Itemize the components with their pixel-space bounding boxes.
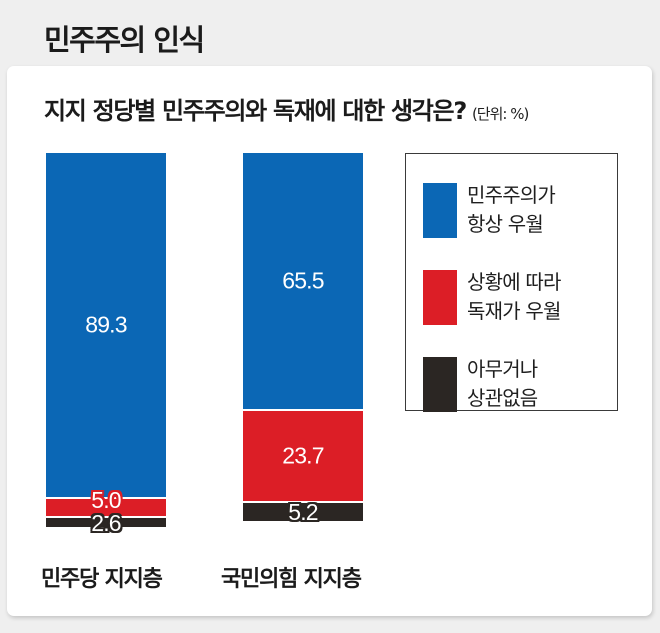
legend-item-dictatorship-superior: 상황에 따라 독재가 우월 bbox=[423, 268, 561, 326]
value-label: 5.2 bbox=[288, 499, 318, 525]
legend-swatch-blue bbox=[423, 183, 457, 238]
chart-title: 지지 정당별 민주주의와 독재에 대한 생각은? (단위: %) bbox=[44, 91, 529, 126]
segment-indifferent: 2.6 bbox=[46, 510, 166, 536]
legend-swatch-red bbox=[423, 270, 457, 325]
segment-indifferent: 5.2 bbox=[243, 499, 363, 525]
segment-dictatorship-superior: 5.0 bbox=[46, 487, 166, 516]
x-axis-label-people-power-party: 국민의힘 지지층 bbox=[221, 567, 362, 592]
legend-label-line2: 항상 우월 bbox=[467, 212, 544, 236]
value-label: 89.3 bbox=[85, 311, 127, 338]
value-label: 5.0 bbox=[91, 487, 121, 513]
legend-label-line2: 독재가 우월 bbox=[467, 299, 561, 323]
legend-label-line1: 아무거나 bbox=[467, 357, 538, 381]
legend-label-line1: 민주주의가 bbox=[467, 183, 556, 207]
x-axis-label-democratic-party: 민주당 지지층 bbox=[41, 567, 163, 592]
legend-label-line2: 상관없음 bbox=[467, 386, 538, 410]
segment-dictatorship-superior: 23.7 bbox=[243, 411, 363, 501]
bar-people-power-party: 65.5 23.7 5.2 bbox=[243, 153, 363, 525]
chart-card: 지지 정당별 민주주의와 독재에 대한 생각은? (단위: %) 89.3 5.0… bbox=[7, 66, 652, 616]
bar-democratic-party: 89.3 5.0 2.6 bbox=[46, 153, 166, 536]
value-label: 65.5 bbox=[282, 267, 324, 294]
segment-democracy-superior: 65.5 bbox=[243, 153, 363, 409]
chart-unit: (단위: %) bbox=[471, 105, 529, 123]
segment-democracy-superior: 89.3 bbox=[46, 153, 166, 497]
legend-item-democracy-superior: 민주주의가 항상 우월 bbox=[423, 181, 556, 239]
legend-item-indifferent: 아무거나 상관없음 bbox=[423, 355, 538, 413]
legend-swatch-black bbox=[423, 357, 457, 412]
legend-label-line1: 상황에 따라 bbox=[467, 270, 561, 294]
chart-title-text: 지지 정당별 민주주의와 독재에 대한 생각은? bbox=[44, 97, 467, 125]
value-label: 23.7 bbox=[282, 442, 324, 469]
legend: 민주주의가 항상 우월 상황에 따라 독재가 우월 아무거나 상관없음 bbox=[405, 153, 618, 413]
value-label: 2.6 bbox=[91, 510, 121, 536]
page-title: 민주주의 인식 bbox=[44, 23, 205, 57]
